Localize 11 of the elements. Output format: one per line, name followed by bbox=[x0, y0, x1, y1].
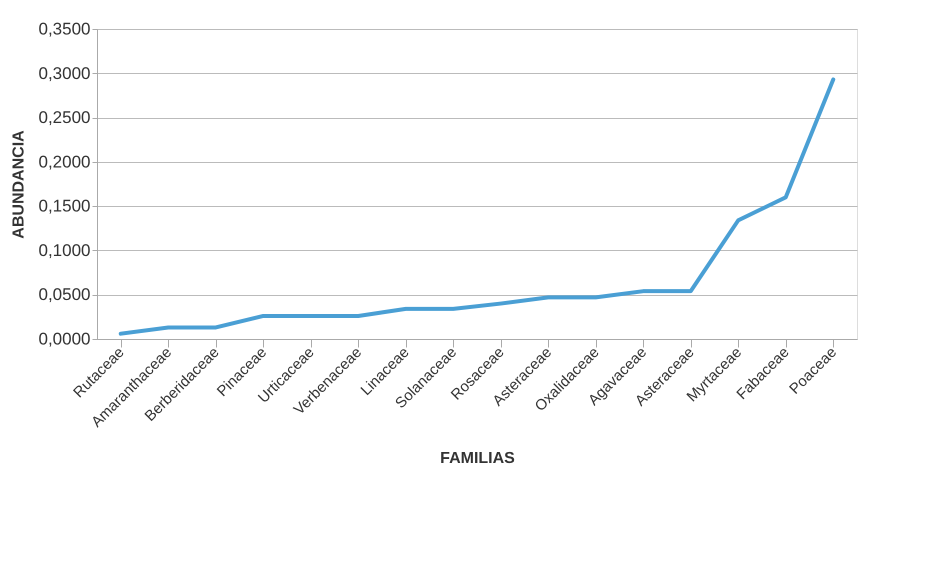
y-tick-label: 0,3000 bbox=[38, 64, 90, 83]
y-tick-label: 0,3500 bbox=[38, 20, 90, 38]
x-axis-title: FAMILIAS bbox=[440, 450, 516, 468]
y-tick-label: 0,0000 bbox=[38, 330, 90, 348]
y-tick-label: 0,2000 bbox=[38, 152, 90, 172]
y-tick-label: 0,1000 bbox=[38, 240, 90, 260]
line-series bbox=[118, 77, 836, 336]
y-tick-label: 0,1500 bbox=[38, 196, 90, 216]
y-tick-label: 0,0500 bbox=[38, 285, 90, 304]
y-tick-label: 0,2500 bbox=[38, 108, 90, 128]
y-axis-title: ABUNDANCIA bbox=[10, 130, 28, 239]
